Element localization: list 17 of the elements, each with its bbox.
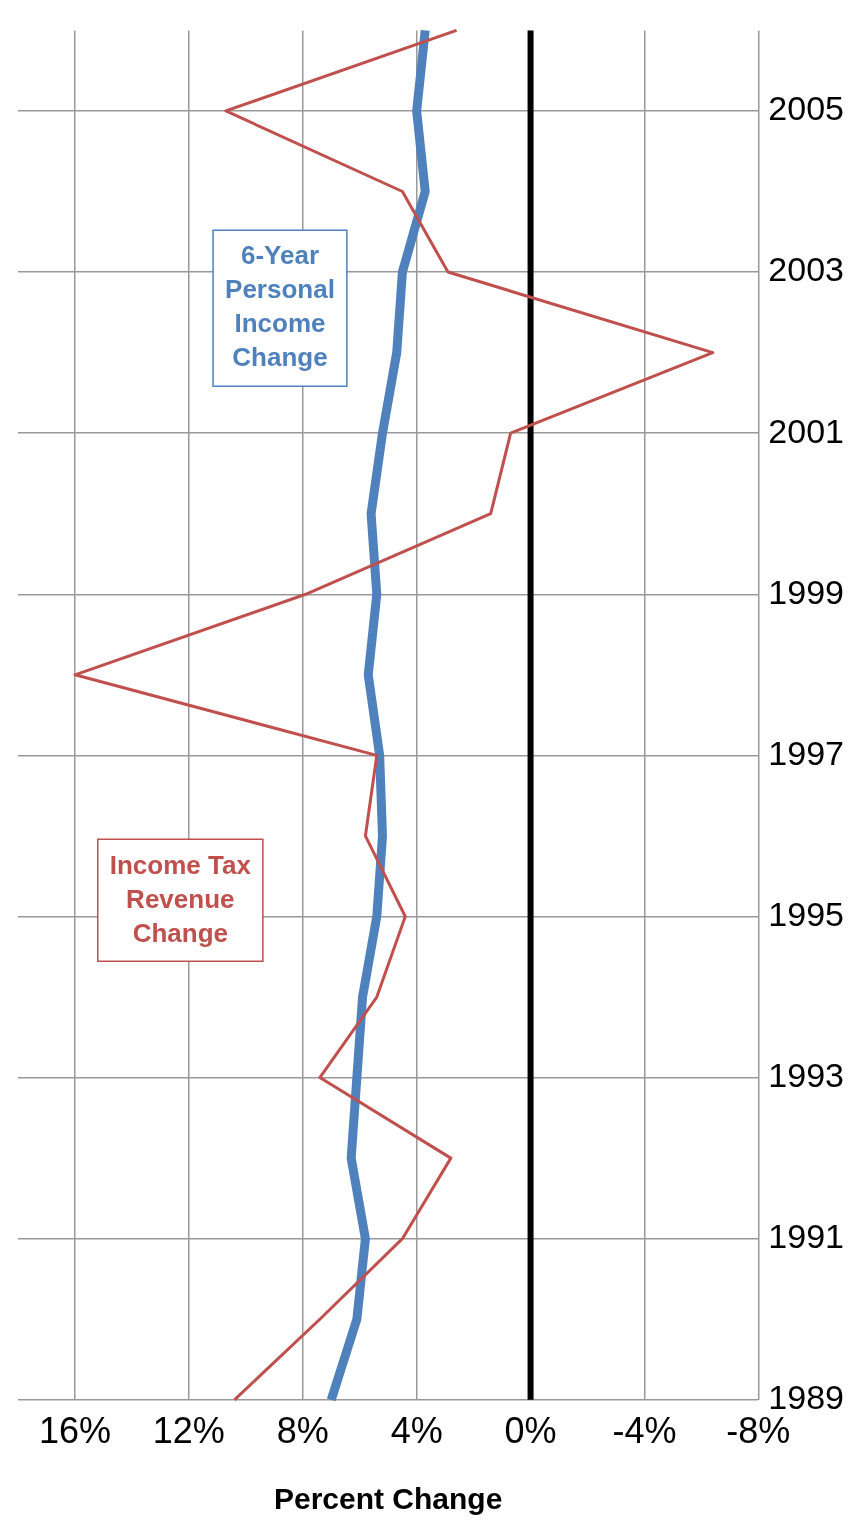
x-axis-title: Percent Change (273, 1482, 503, 1516)
y-tick-label: 2003 (768, 250, 844, 289)
x-tick-label: 8% (276, 1410, 329, 1452)
y-tick-label: 1991 (768, 1217, 844, 1256)
x-tick-label: -4% (612, 1410, 677, 1452)
y-tick-label: 1995 (768, 894, 844, 933)
x-tick-label: 16% (38, 1410, 111, 1452)
y-tick-label: 1999 (768, 572, 844, 611)
x-tick-label: 0% (504, 1410, 557, 1452)
y-tick-label: 2005 (768, 89, 844, 128)
text: Income Tax Revenue Change (109, 849, 252, 948)
y-tick-label: 2001 (768, 411, 844, 450)
x-tick-label: 12% (152, 1410, 225, 1452)
text: 6-Year Personal Income Change (225, 240, 335, 373)
y-tick-label: 1993 (768, 1055, 844, 1094)
y-tick-label: 1997 (768, 733, 844, 772)
x-tick-label: 4% (390, 1410, 443, 1452)
